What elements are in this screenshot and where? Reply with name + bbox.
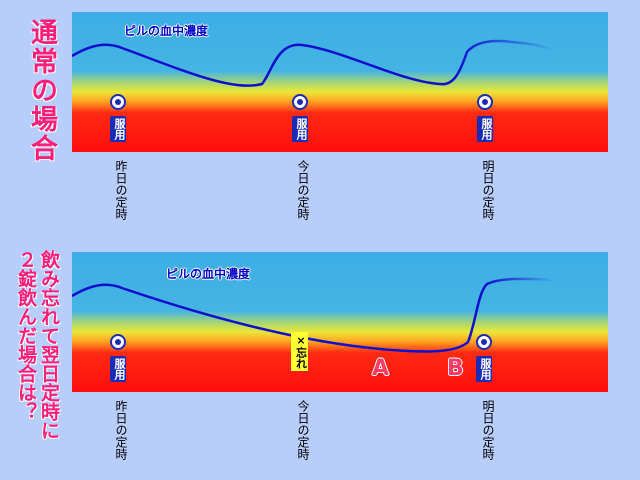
dose-yesterday: 服用 [108, 94, 128, 142]
time-label-yesterday: 昨日の定時 [114, 160, 128, 220]
missed-case-graph [72, 252, 608, 392]
concentration-curve [72, 277, 555, 353]
dose-label: 服用 [476, 356, 492, 382]
normal-case-title: 通常の場合 [26, 18, 57, 163]
concentration-band [72, 12, 608, 152]
double-circle-icon [476, 334, 492, 350]
missed-case-panel: ピルの血中濃度 服用 ×忘れ A B 服用 [72, 252, 608, 392]
time-label-yesterday: 昨日の定時 [114, 400, 128, 460]
missed-case-title-line-2: ２錠飲んだ場合は？ [15, 250, 37, 421]
normal-case-panel: ピルの血中濃度 服用 服用 服用 [72, 12, 608, 152]
time-label-today: 今日の定時 [296, 400, 310, 460]
concentration-curve [72, 39, 555, 87]
dose-label: 服用 [292, 116, 308, 142]
dose-tomorrow: 服用 [475, 94, 495, 142]
point-label-a: A [372, 356, 390, 381]
missed-case-title-line-1: 飲み忘れて翌日定時に [38, 250, 60, 440]
dose-label: 服用 [110, 116, 126, 142]
dose-today: 服用 [290, 94, 310, 142]
dose-label: 服用 [110, 356, 126, 382]
double-circle-icon [292, 94, 308, 110]
concentration-band [72, 252, 608, 392]
missed-dose-today: ×忘れ [289, 332, 309, 371]
curve-label: ピルの血中濃度 [124, 24, 209, 38]
double-circle-icon [477, 94, 493, 110]
time-label-tomorrow: 明日の定時 [481, 400, 495, 460]
dose-tomorrow: 服用 [474, 334, 494, 382]
dose-yesterday: 服用 [108, 334, 128, 382]
missed-case-title: 飲み忘れて翌日定時に ２錠飲んだ場合は？ [14, 250, 60, 440]
time-label-tomorrow: 明日の定時 [481, 160, 495, 220]
time-label-today: 今日の定時 [296, 160, 310, 220]
point-label-b: B [447, 356, 464, 381]
curve-label: ピルの血中濃度 [166, 267, 251, 281]
double-circle-icon [110, 334, 126, 350]
double-circle-icon [110, 94, 126, 110]
normal-case-graph [72, 12, 608, 152]
missed-label: ×忘れ [290, 332, 308, 371]
dose-label: 服用 [477, 116, 493, 142]
